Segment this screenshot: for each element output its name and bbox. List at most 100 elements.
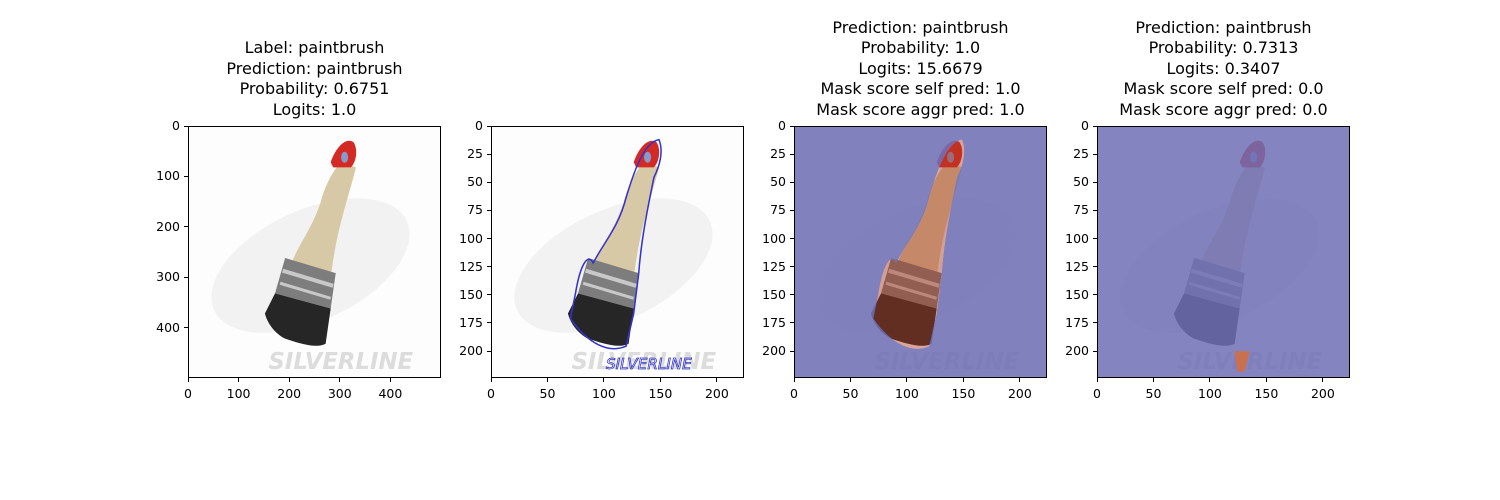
title-line: Probability: 0.7313 xyxy=(1148,38,1299,57)
title-line: Prediction: paintbrush xyxy=(832,17,1009,37)
y-tick-label: 50 xyxy=(467,174,483,190)
mask-patch xyxy=(1234,351,1250,372)
y-tick-label: 0 xyxy=(778,118,786,133)
x-tick-mark xyxy=(546,378,548,382)
y-tick-mark xyxy=(184,276,188,278)
x-tick-mark xyxy=(288,378,290,382)
subplot-3: Prediction: paintbrush Probability: 1.0 Lo… xyxy=(734,0,1107,500)
x-tick-label: 100 xyxy=(1198,386,1222,401)
mask-overlay xyxy=(795,127,1046,377)
y-tick-mark xyxy=(1093,153,1097,155)
title-line: Label: paintbrush xyxy=(244,38,385,57)
y-tick-label: 0 xyxy=(1081,118,1089,133)
y-tick-mark xyxy=(1093,294,1097,296)
x-tick-mark xyxy=(659,378,661,382)
y-tick-label: 100 xyxy=(762,230,786,246)
y-tick-mark xyxy=(790,266,794,268)
y-tick-mark xyxy=(1093,209,1097,211)
y-tick-mark xyxy=(790,125,794,127)
y-tick-label: 175 xyxy=(459,314,483,330)
y-tick-mark xyxy=(1093,350,1097,352)
y-tick-mark xyxy=(184,226,188,228)
x-tick-mark xyxy=(1096,378,1098,382)
title-line: Logits: 15.6679 xyxy=(858,58,983,78)
x-tick-mark xyxy=(962,378,964,382)
brush-hole xyxy=(947,151,955,163)
svg-text:SILVERLINE: SILVERLINE xyxy=(269,349,414,375)
y-tick-mark xyxy=(487,153,491,155)
x-tick-label: 200 xyxy=(1007,386,1032,401)
y-tick-mark xyxy=(184,125,188,127)
brush-handle xyxy=(593,162,659,279)
y-tick-label: 175 xyxy=(762,314,786,330)
y-tick-mark xyxy=(790,181,794,183)
brush-hole xyxy=(341,151,349,163)
y-tick-mark xyxy=(487,350,491,352)
title-line: Mask score aggr pred: 1.0 xyxy=(816,99,1025,119)
x-tick-label: 50 xyxy=(1145,386,1162,401)
x-tick-label: 150 xyxy=(1254,386,1279,401)
x-tick-label: 50 xyxy=(539,386,556,401)
y-tick-label: 25 xyxy=(770,146,786,162)
y-tick-label: 0 xyxy=(475,118,483,133)
y-tick-label: 200 xyxy=(459,343,483,358)
y-tick-label: 100 xyxy=(1065,230,1089,246)
svg-text:SILVERLINE: SILVERLINE xyxy=(572,349,717,375)
image-axes: SILVERLINE xyxy=(1097,126,1350,378)
x-tick-label: 200 xyxy=(277,386,302,401)
y-tick-mark xyxy=(487,209,491,211)
brush-bristles xyxy=(870,293,937,346)
x-tick-mark xyxy=(793,378,795,382)
y-tick-label: 75 xyxy=(770,202,786,218)
y-tick-mark xyxy=(487,294,491,296)
y-tick-label: 50 xyxy=(1073,174,1089,190)
image-axes: SILVERLINE xyxy=(188,126,441,378)
y-tick-mark xyxy=(487,181,491,183)
title-line: Mask score aggr pred: 0.0 xyxy=(1119,99,1328,119)
y-tick-mark xyxy=(790,153,794,155)
y-tick-label: 25 xyxy=(467,146,483,162)
title-line: Probability: 0.6751 xyxy=(239,79,390,98)
y-tick-mark xyxy=(487,322,491,324)
title-line: Mask score self pred: 1.0 xyxy=(820,79,1021,98)
y-tick-mark xyxy=(487,266,491,268)
x-tick-mark xyxy=(1322,378,1324,382)
title-line: Prediction: paintbrush xyxy=(1135,17,1312,37)
x-tick-mark xyxy=(906,378,908,382)
subplot-4: Prediction: paintbrush Probability: 0.731… xyxy=(1037,0,1410,500)
y-tick-label: 0 xyxy=(172,118,180,133)
title-line: Mask score self pred: 0.0 xyxy=(1123,79,1324,98)
y-tick-label: 125 xyxy=(1065,258,1089,274)
x-tick-mark xyxy=(238,378,240,382)
x-tick-label: 0 xyxy=(487,386,495,401)
y-tick-mark xyxy=(790,294,794,296)
subplot-title: Prediction: paintbrush Probability: 0.731… xyxy=(1037,18,1410,121)
x-tick-label: 400 xyxy=(378,386,403,401)
y-tick-mark xyxy=(790,238,794,239)
y-tick-label: 100 xyxy=(156,168,180,184)
x-tick-mark xyxy=(1152,378,1154,382)
x-tick-mark xyxy=(187,378,189,382)
paintbrush-image: SILVERLINE xyxy=(1098,127,1349,377)
x-tick-label: 200 xyxy=(704,386,729,401)
y-tick-mark xyxy=(184,175,188,177)
y-tick-mark xyxy=(487,238,491,239)
brush-handle xyxy=(290,162,356,279)
brush-handle xyxy=(896,162,962,279)
x-tick-label: 150 xyxy=(951,386,976,401)
x-tick-mark xyxy=(1209,378,1211,382)
title-line: Logits: 0.3407 xyxy=(1166,58,1281,78)
brush-bristles xyxy=(567,293,634,346)
y-tick-mark xyxy=(1093,266,1097,268)
y-tick-mark xyxy=(790,350,794,352)
x-tick-mark xyxy=(1265,378,1267,382)
x-tick-label: 100 xyxy=(895,386,919,401)
object-contour xyxy=(569,138,662,350)
x-tick-label: 0 xyxy=(1093,386,1101,401)
y-tick-label: 125 xyxy=(459,258,483,274)
y-tick-mark xyxy=(1093,181,1097,183)
brush-bristles xyxy=(264,293,331,346)
image-axes: SILVERLINE SILVERLINE xyxy=(491,126,744,378)
x-tick-label: 200 xyxy=(1310,386,1335,401)
y-tick-mark xyxy=(790,209,794,211)
